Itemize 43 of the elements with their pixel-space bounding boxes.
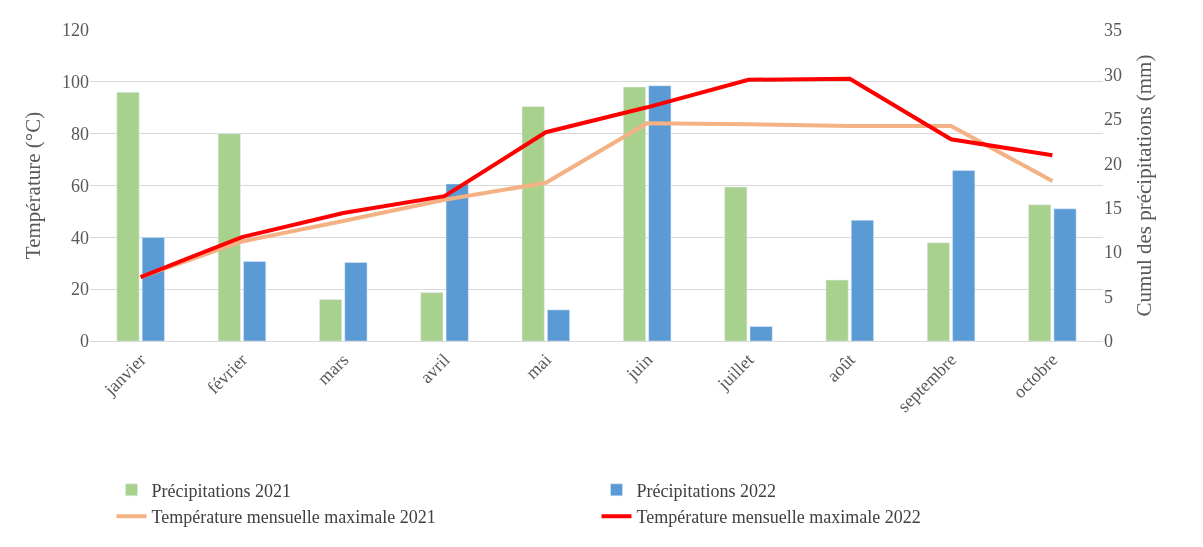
y2-tick-label: 10 — [1104, 242, 1122, 263]
y-tick-label: 120 — [62, 20, 89, 41]
y-tick-label: 20 — [71, 279, 89, 300]
legend-label: Précipitations 2021 — [151, 480, 291, 501]
bar — [243, 261, 267, 341]
line-series — [138, 76, 1055, 280]
y2-axis-title: Cumul des précipitations (mm) — [1132, 54, 1157, 317]
y-axis-title: Température (°C) — [21, 111, 46, 260]
y2-tick-label: 25 — [1104, 109, 1122, 130]
bar — [952, 170, 976, 341]
bar — [1028, 204, 1052, 341]
x-tick-label: mars — [313, 349, 353, 389]
bar — [648, 85, 672, 341]
y2-tick-label: 5 — [1104, 286, 1113, 307]
y-tick-label: 60 — [71, 175, 89, 196]
y-tick-label: 80 — [71, 123, 89, 144]
bar — [521, 106, 545, 341]
x-tick-label: août — [822, 349, 859, 386]
y2-tick-label: 15 — [1104, 198, 1122, 219]
bar — [141, 237, 165, 341]
y2-tick-label: 30 — [1104, 64, 1122, 85]
x-tick-label: avril — [416, 349, 454, 388]
legend-label: Température mensuelle maximale 2022 — [636, 507, 921, 528]
y-tick-label: 0 — [80, 331, 89, 352]
bar — [116, 91, 140, 341]
x-tick-label: mai — [521, 349, 556, 383]
y-tick-label: 40 — [71, 227, 89, 248]
y2-tick-label: 0 — [1104, 331, 1113, 352]
bar — [1053, 208, 1077, 341]
legend-label: Température mensuelle maximale 2021 — [151, 507, 436, 528]
bar — [851, 219, 874, 341]
bar — [623, 86, 646, 341]
legend-label: Précipitations 2022 — [636, 480, 776, 501]
y2-tick-label: 35 — [1104, 20, 1122, 41]
y-tick-label: 100 — [62, 72, 89, 93]
x-tick-label: juin — [621, 349, 657, 385]
bar — [825, 279, 849, 341]
bar — [926, 242, 950, 341]
bar — [547, 309, 570, 341]
y2-tick-label: 20 — [1104, 153, 1122, 174]
bar — [217, 133, 241, 341]
bar — [319, 299, 342, 341]
bar — [344, 262, 368, 341]
